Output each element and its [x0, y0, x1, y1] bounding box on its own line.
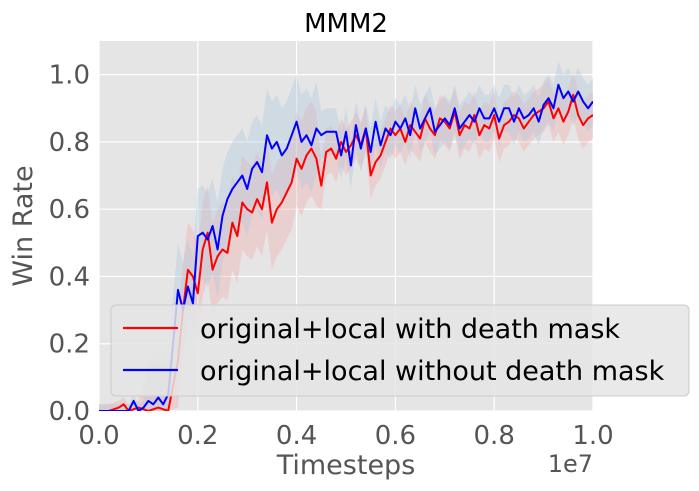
legend-label-series-1: original+local without death mask — [200, 356, 665, 387]
legend-box — [110, 304, 690, 397]
y-axis-label: Win Rate — [8, 165, 39, 286]
line-series-1 — [99, 83, 593, 411]
y-tick-label: 0.6 — [49, 195, 90, 225]
x-axis-offset-label: 1e7 — [548, 450, 593, 478]
y-tick-label: 0.8 — [49, 128, 90, 158]
series-lines — [99, 83, 593, 411]
x-axis-ticks: 0.0 0.2 0.4 0.6 0.8 1.0 — [78, 421, 613, 451]
x-tick-label: 1.0 — [572, 421, 613, 451]
legend: original+local with death mask original+… — [110, 304, 690, 397]
y-tick-label: 0.2 — [49, 330, 90, 360]
x-tick-label: 0.2 — [177, 421, 218, 451]
x-tick-label: 0.0 — [78, 421, 119, 451]
x-tick-label: 0.4 — [276, 421, 317, 451]
y-axis-ticks: 0.0 0.2 0.4 0.6 0.8 1.0 — [49, 61, 90, 427]
chart-title: MMM2 — [304, 9, 388, 39]
y-tick-label: 0.0 — [49, 397, 90, 427]
y-tick-label: 0.4 — [49, 262, 90, 292]
legend-label-series-0: original+local with death mask — [200, 314, 620, 345]
x-axis-label: Timesteps — [276, 450, 416, 481]
x-tick-label: 0.6 — [375, 421, 416, 451]
x-tick-label: 0.8 — [474, 421, 515, 451]
y-tick-label: 1.0 — [49, 61, 90, 91]
